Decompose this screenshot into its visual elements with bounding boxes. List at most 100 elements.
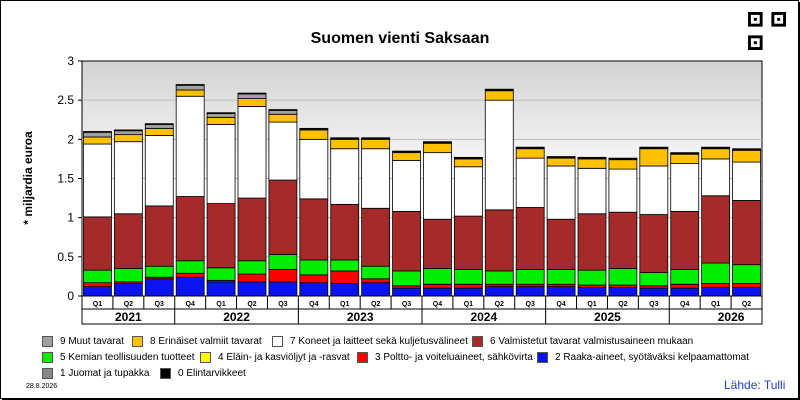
- legend-swatch: [272, 336, 283, 347]
- x-tick-label: Q2: [371, 301, 380, 308]
- bar-segment: [484, 88, 514, 91]
- bar-segment: [453, 158, 483, 168]
- bar-segment: [423, 218, 452, 269]
- bar-segment: [453, 268, 483, 285]
- bar-segment: [453, 166, 483, 217]
- legend-label: 5 Kemian teollisuuden tuotteet: [60, 352, 195, 363]
- bar-segment: [639, 214, 669, 273]
- bar-segment: [361, 278, 391, 284]
- bar-segment: [206, 117, 236, 125]
- bar-segment: [144, 205, 174, 267]
- bar-segment: [206, 124, 236, 204]
- bar-segment: [577, 156, 607, 159]
- bar-segment: [237, 281, 267, 297]
- bar-segment: [144, 127, 174, 136]
- bar-segment: [453, 287, 483, 297]
- bar-segment: [361, 148, 391, 209]
- bar-segment: [732, 148, 761, 150]
- bar-segment: [206, 113, 236, 118]
- x-tick-label: Q4: [433, 301, 442, 308]
- bar-segment: [268, 109, 298, 115]
- bar-segment: [392, 160, 421, 212]
- bar-segment: [670, 152, 700, 154]
- bar-segment: [546, 218, 576, 270]
- bar-segment: [484, 270, 514, 285]
- bar-segment: [701, 286, 731, 297]
- legend-swatch: [472, 336, 483, 347]
- bar-segment: [546, 156, 576, 158]
- bar-segment: [423, 141, 452, 143]
- bar-segment: [361, 138, 391, 150]
- bar-segment: [330, 270, 360, 284]
- bar-segment: [546, 157, 576, 167]
- bar-segment: [237, 273, 267, 283]
- bar-segment: [237, 106, 267, 199]
- bar-segment: [392, 210, 421, 272]
- bar-segment: [175, 260, 205, 274]
- bar-segment: [423, 268, 452, 285]
- bar-segment: [701, 158, 731, 197]
- x-tick-label: Q1: [93, 301, 102, 308]
- bar-segment: [237, 260, 267, 275]
- bar-segment: [113, 268, 143, 283]
- bar-segment: [515, 146, 545, 149]
- bar-segment: [361, 282, 391, 297]
- y-tick-label: 0.5: [57, 250, 74, 264]
- x-tick-label: Q2: [247, 301, 256, 308]
- year-label: 2026: [718, 310, 745, 324]
- bar-segment: [330, 283, 360, 297]
- bar-segment: [83, 136, 112, 145]
- legend-swatch: [537, 352, 548, 363]
- x-tick-label: Q4: [309, 301, 318, 308]
- bar-segment: [299, 198, 329, 261]
- y-tick-label: 2: [67, 132, 74, 146]
- x-tick-label: Q3: [155, 301, 164, 308]
- bar-segment: [113, 213, 143, 269]
- legend-label: 2 Raaka-aineet, syötäväksi kelpaamattoma…: [555, 352, 749, 363]
- bar-segment: [577, 269, 607, 286]
- x-tick-label: Q1: [711, 301, 720, 308]
- bar-segment: [732, 149, 761, 163]
- x-tick-label: Q1: [216, 301, 225, 308]
- bar-segment: [268, 121, 298, 181]
- bar-segment: [577, 158, 607, 169]
- bar-segment: [83, 131, 112, 138]
- bar-segment: [206, 203, 236, 269]
- x-tick-label: Q2: [618, 301, 627, 308]
- bar-segment: [330, 203, 360, 261]
- bar-segment: [546, 165, 576, 220]
- bar-segment: [113, 129, 143, 132]
- bar-segment: [732, 283, 761, 288]
- bar-segment: [83, 131, 112, 133]
- y-tick-label: 1.5: [57, 172, 74, 186]
- bar-segment: [144, 124, 174, 129]
- x-tick-label: Q3: [526, 301, 535, 308]
- bar-segment: [237, 197, 267, 262]
- source-link[interactable]: Lähde: Tulli: [724, 378, 786, 392]
- bar-segment: [639, 146, 669, 149]
- bar-segment: [83, 282, 112, 287]
- bar-segment: [237, 98, 267, 107]
- legend-label: 7 Koneet ja laitteet sekä kuljetusväline…: [290, 336, 468, 347]
- bar-segment: [423, 152, 452, 220]
- bar-segment: [732, 286, 761, 297]
- year-label: 2024: [470, 310, 497, 324]
- year-label: 2023: [347, 310, 374, 324]
- bar-segment: [330, 259, 360, 272]
- bar-segment: [453, 215, 483, 270]
- x-tick-label: Q4: [186, 301, 195, 308]
- bar-segment: [546, 286, 576, 297]
- date-stamp: 28.8.2026: [26, 383, 58, 390]
- bar-segment: [515, 268, 545, 285]
- bar-segment: [701, 262, 731, 284]
- bar-segment: [701, 146, 731, 149]
- bar-segment: [299, 138, 329, 200]
- bar-segment: [330, 138, 360, 150]
- bar-segment: [515, 207, 545, 270]
- bar-segment: [423, 283, 452, 289]
- x-tick-label: Q1: [464, 301, 473, 308]
- bar-segment: [639, 148, 669, 167]
- legend-label: 0 Elintarvikkeet: [178, 368, 246, 379]
- bar-segment: [515, 286, 545, 297]
